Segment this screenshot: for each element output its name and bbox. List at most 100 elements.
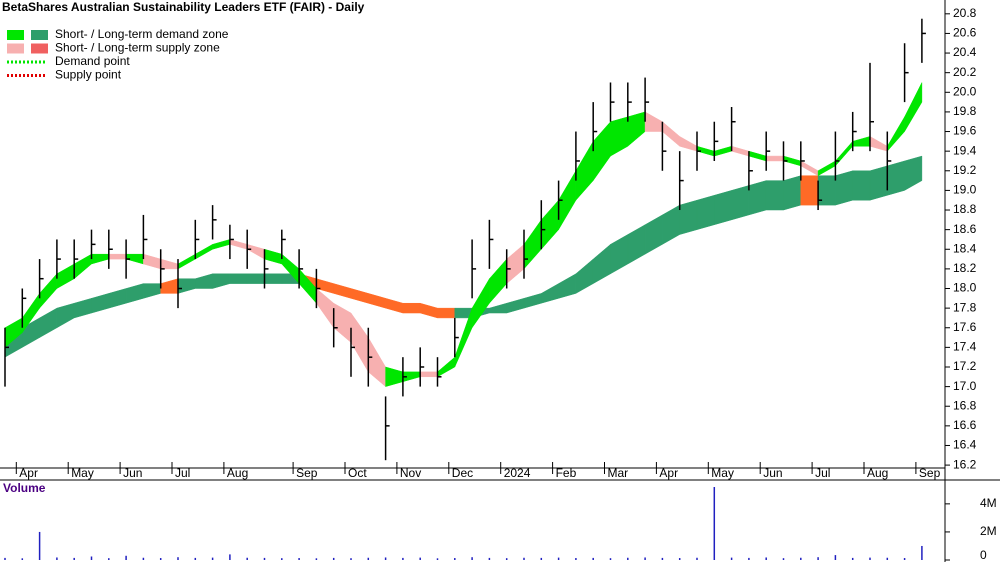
long-term-zone xyxy=(523,293,542,309)
long-term-zone xyxy=(558,273,577,299)
y-tick-label: 19.6 xyxy=(953,124,977,138)
long-term-zone xyxy=(402,302,421,314)
long-term-zone xyxy=(835,170,853,206)
y-tick-label: 17.4 xyxy=(953,340,977,354)
long-term-zone xyxy=(592,243,611,285)
x-tick-label: Aug xyxy=(227,466,248,480)
y-tick-label: 18.0 xyxy=(953,281,977,295)
legend-swatch xyxy=(7,43,24,54)
x-tick-label: Jul xyxy=(175,466,190,480)
short-term-zone xyxy=(298,268,317,304)
short-term-zone xyxy=(610,116,629,157)
short-term-zone xyxy=(91,253,110,265)
long-term-zone xyxy=(800,175,819,206)
short-term-zone xyxy=(592,121,611,182)
long-term-zone xyxy=(489,302,507,314)
long-term-zone xyxy=(679,199,698,235)
y-tick-label: 19.4 xyxy=(953,143,977,157)
short-term-zone xyxy=(800,160,819,177)
long-term-zone xyxy=(73,297,92,319)
y-tick-label: 2M xyxy=(980,524,997,538)
short-term-zone xyxy=(437,356,456,378)
short-term-zone xyxy=(229,239,248,250)
y-tick-label: 0 xyxy=(980,548,987,562)
y-tick-label: 17.8 xyxy=(953,300,977,314)
short-term-zone xyxy=(195,243,213,260)
long-term-zone xyxy=(541,283,559,304)
y-tick-label: 19.0 xyxy=(953,183,977,197)
short-term-zone xyxy=(904,82,923,133)
y-tick-label: 17.0 xyxy=(953,379,977,393)
short-term-zone xyxy=(73,253,92,280)
x-tick-label: 2024 xyxy=(504,466,531,480)
y-tick-label: 19.8 xyxy=(953,104,977,118)
x-tick-label: Jun xyxy=(123,466,142,480)
x-tick-label: Sep xyxy=(296,466,318,480)
long-term-zone xyxy=(264,273,283,284)
long-term-zone xyxy=(575,258,594,294)
long-term-zone xyxy=(887,160,905,196)
short-term-zone xyxy=(419,371,438,378)
long-term-zone xyxy=(56,302,75,329)
short-term-zone xyxy=(56,263,75,289)
short-term-zone xyxy=(748,150,767,162)
short-term-zone xyxy=(333,302,352,344)
short-term-zone xyxy=(471,277,490,329)
long-term-zone xyxy=(143,283,161,299)
long-term-zone xyxy=(714,190,732,226)
y-tick-label: 18.6 xyxy=(953,222,977,236)
short-term-zone xyxy=(575,140,594,201)
long-term-zone xyxy=(852,170,871,201)
long-term-zone xyxy=(419,302,438,319)
long-term-zone xyxy=(696,194,715,230)
long-term-zone xyxy=(765,180,784,211)
x-tick-label: May xyxy=(71,466,94,480)
long-term-zone xyxy=(437,307,456,319)
short-term-zone xyxy=(350,312,369,373)
legend-label: Short- / Long-term demand zone xyxy=(55,27,229,41)
short-term-zone xyxy=(506,243,525,285)
long-term-zone xyxy=(627,224,646,265)
long-term-zone xyxy=(160,278,179,294)
y-tick-label: 18.2 xyxy=(953,261,977,275)
long-term-zone xyxy=(91,293,110,314)
x-tick-label: May xyxy=(711,466,734,480)
legend-label: Short- / Long-term supply zone xyxy=(55,41,220,55)
volume-title: Volume xyxy=(3,481,46,495)
short-term-zone xyxy=(212,239,231,250)
long-term-zone xyxy=(869,165,888,201)
short-term-zone xyxy=(714,145,732,157)
long-term-zone xyxy=(731,185,750,221)
long-term-zone xyxy=(246,273,265,284)
x-tick-label: Jul xyxy=(815,466,830,480)
y-tick-label: 16.8 xyxy=(953,398,977,412)
long-term-zone xyxy=(368,293,386,309)
short-term-zone xyxy=(887,115,905,152)
short-term-zone xyxy=(523,219,542,270)
y-tick-label: 16.4 xyxy=(953,438,977,452)
long-term-zone xyxy=(904,155,923,191)
long-term-zone xyxy=(350,288,369,304)
short-term-zone xyxy=(246,244,265,260)
short-term-zone xyxy=(541,199,559,250)
y-tick-label: 19.2 xyxy=(953,163,977,177)
short-term-zone xyxy=(160,258,179,270)
x-tick-label: Aug xyxy=(867,466,888,480)
short-term-zone xyxy=(852,136,871,147)
short-term-zone xyxy=(765,155,784,162)
short-term-zone xyxy=(662,121,680,147)
y-tick-label: 20.0 xyxy=(953,84,977,98)
x-tick-label: Apr xyxy=(19,466,38,480)
long-term-zone xyxy=(644,214,663,255)
long-term-zone xyxy=(333,283,352,299)
x-tick-label: Feb xyxy=(556,466,577,480)
short-term-zone xyxy=(368,336,386,388)
short-term-zone xyxy=(143,253,161,270)
x-tick-label: Apr xyxy=(659,466,678,480)
long-term-zone xyxy=(108,288,127,309)
y-tick-label: 18.8 xyxy=(953,202,977,216)
y-tick-label: 4M xyxy=(980,496,997,510)
x-tick-label: Sep xyxy=(919,466,941,480)
x-tick-label: Jun xyxy=(763,466,782,480)
